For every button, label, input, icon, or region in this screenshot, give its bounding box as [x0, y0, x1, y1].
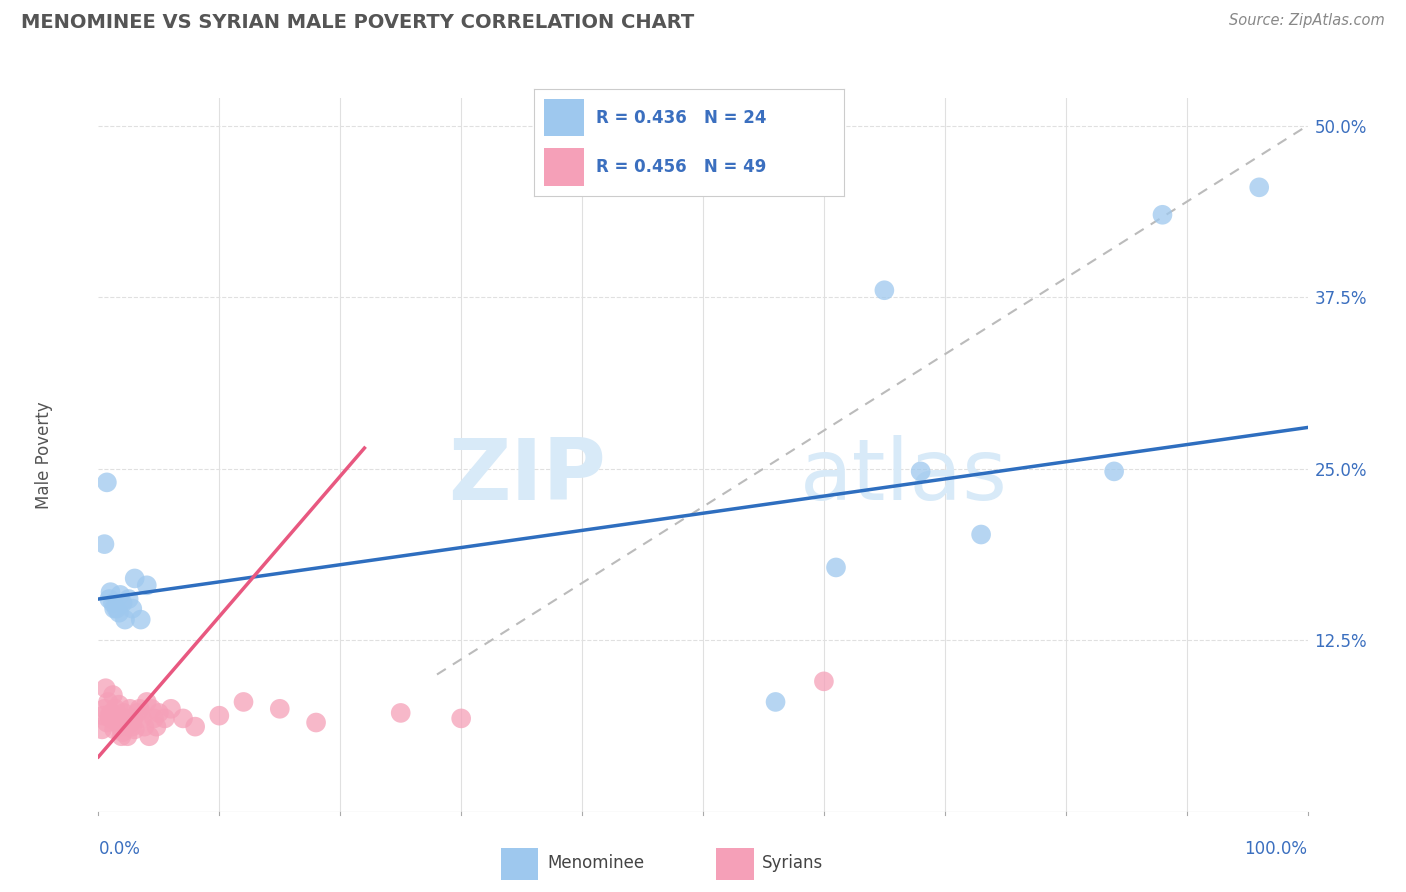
Point — [114, 711, 136, 725]
Point — [118, 702, 141, 716]
Text: R = 0.436   N = 24: R = 0.436 N = 24 — [596, 109, 766, 127]
Text: 0.0%: 0.0% — [98, 840, 141, 858]
Text: Syrians: Syrians — [762, 854, 824, 872]
Point — [100, 585, 122, 599]
Point — [104, 702, 127, 716]
Point — [115, 720, 138, 734]
Point — [121, 601, 143, 615]
Point — [450, 711, 472, 725]
Point — [108, 606, 131, 620]
Point — [117, 729, 139, 743]
Point — [135, 695, 157, 709]
Point — [112, 706, 135, 720]
Point — [128, 702, 150, 716]
Point — [107, 715, 129, 730]
Bar — [716, 848, 754, 880]
Point — [98, 592, 121, 607]
Point — [765, 695, 787, 709]
Point — [111, 725, 134, 739]
Point — [122, 711, 145, 725]
Point — [93, 702, 115, 716]
Point — [813, 674, 835, 689]
Point — [103, 723, 125, 737]
Point — [153, 711, 176, 725]
Point — [970, 527, 993, 541]
Point — [145, 720, 167, 734]
Bar — [544, 99, 583, 136]
Point — [873, 283, 896, 297]
Point — [1249, 180, 1271, 194]
Point — [148, 706, 170, 720]
Point — [105, 711, 128, 725]
Point — [269, 702, 291, 716]
Point — [184, 720, 207, 734]
Point — [121, 720, 143, 734]
Point — [96, 715, 118, 730]
Point — [1152, 208, 1174, 222]
Point — [114, 613, 136, 627]
Point — [108, 698, 131, 712]
Point — [124, 571, 146, 585]
Point — [232, 695, 254, 709]
Point — [101, 596, 124, 610]
Point — [108, 720, 131, 734]
Point — [124, 723, 146, 737]
Bar — [544, 148, 583, 186]
Point — [98, 708, 121, 723]
Point — [91, 723, 114, 737]
Point — [118, 592, 141, 607]
Text: Menominee: Menominee — [547, 854, 644, 872]
Point — [100, 711, 122, 725]
Text: 100.0%: 100.0% — [1244, 840, 1308, 858]
Point — [118, 715, 141, 730]
Point — [129, 613, 152, 627]
Point — [208, 708, 231, 723]
Point — [93, 537, 115, 551]
Point — [96, 475, 118, 490]
Point — [160, 702, 183, 716]
Text: atlas: atlas — [800, 434, 1008, 518]
Point — [101, 688, 124, 702]
Point — [94, 681, 117, 696]
Text: Source: ZipAtlas.com: Source: ZipAtlas.com — [1229, 13, 1385, 29]
Point — [127, 706, 149, 720]
Point — [172, 711, 194, 725]
Text: MENOMINEE VS SYRIAN MALE POVERTY CORRELATION CHART: MENOMINEE VS SYRIAN MALE POVERTY CORRELA… — [21, 13, 695, 32]
Point — [389, 706, 412, 720]
Point — [1102, 464, 1125, 478]
Point — [305, 715, 328, 730]
Point — [105, 601, 128, 615]
Bar — [501, 848, 538, 880]
Text: ZIP: ZIP — [449, 434, 606, 518]
Point — [141, 702, 163, 716]
Point — [135, 578, 157, 592]
Point — [97, 695, 120, 709]
Point — [100, 706, 122, 720]
Point — [134, 720, 156, 734]
Point — [108, 588, 131, 602]
Point — [138, 729, 160, 743]
Point — [120, 715, 142, 730]
Text: Male Poverty: Male Poverty — [35, 401, 53, 508]
Point — [825, 560, 848, 574]
Text: R = 0.456   N = 49: R = 0.456 N = 49 — [596, 159, 766, 177]
Point — [111, 596, 134, 610]
Point — [91, 708, 114, 723]
Point — [103, 601, 125, 615]
Point — [131, 711, 153, 725]
Point — [143, 711, 166, 725]
Point — [910, 464, 932, 478]
Point — [110, 729, 132, 743]
